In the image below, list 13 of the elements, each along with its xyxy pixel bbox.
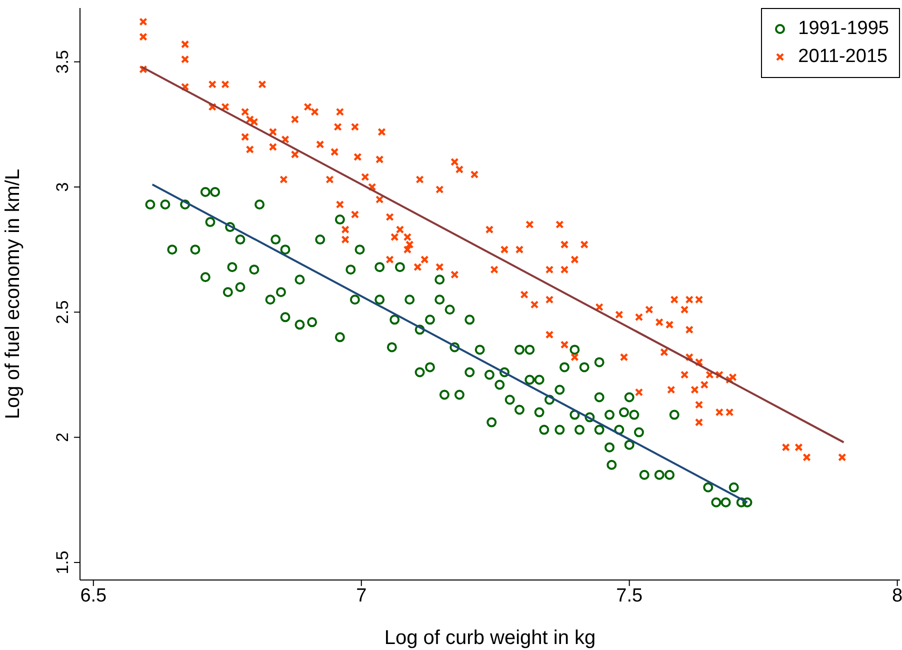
y-tick-label: 2 (53, 432, 72, 442)
y-tick-label: 3 (53, 182, 72, 192)
y-axis-title: Log of fuel economy in km/L (2, 168, 24, 420)
legend-label: 1991-1995 (798, 17, 889, 41)
x-tick-label: 7 (356, 585, 367, 606)
x-axis-title: Log of curb weight in kg (384, 627, 596, 649)
y-tick-label: 3.5 (53, 50, 72, 74)
legend-label: 2011-2015 (798, 45, 888, 69)
x-tick-label: 7.5 (616, 585, 643, 606)
x-tick-label: 8 (892, 585, 902, 606)
x-tick-label: 6.5 (80, 585, 107, 606)
y-tick-label: 1.5 (53, 550, 72, 574)
y-tick-label: 2.5 (53, 300, 72, 324)
